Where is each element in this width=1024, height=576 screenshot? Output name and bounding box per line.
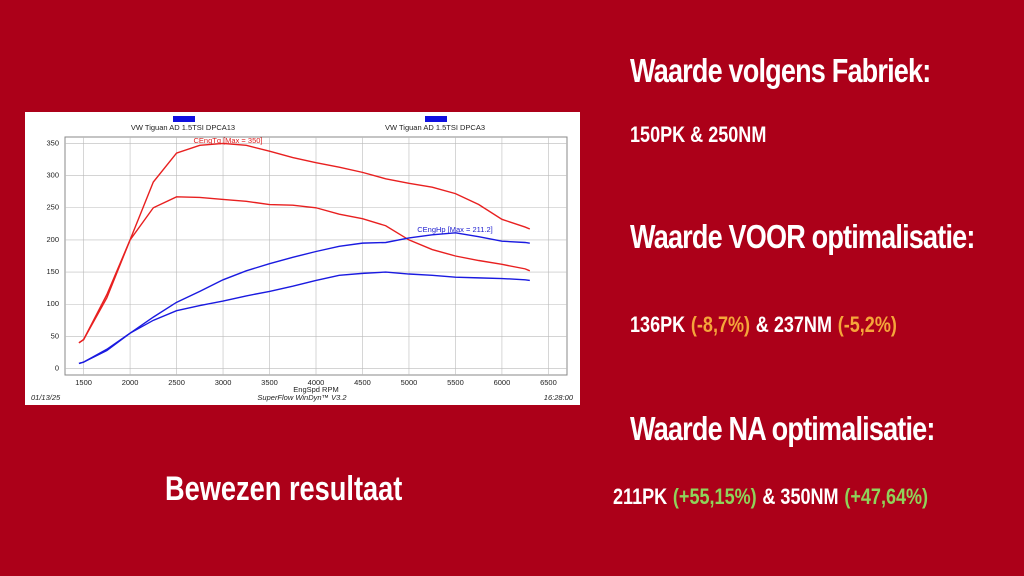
- value-part: (+47,64%): [844, 484, 929, 509]
- value-part: 136PK: [630, 312, 686, 337]
- series-line: [78, 271, 530, 365]
- y-tick-label: 300: [46, 171, 59, 180]
- y-tick-label: 350: [46, 138, 59, 147]
- series-line: [78, 142, 531, 344]
- value-line: 211PK (+55,15%) & 350NM (+47,64%): [613, 484, 934, 510]
- chart-box: 0 50 100 150 200 250 300 350 1500 2000 2500 3000 350…: [25, 112, 580, 405]
- y-tick-label: 200: [46, 235, 59, 244]
- heading: Waarde NA optimalisatie:: [630, 410, 935, 447]
- x-tick-label: 2500: [168, 378, 185, 387]
- caption: Bewezen resultaat: [165, 470, 403, 508]
- value-part: (+55,15%): [672, 484, 757, 509]
- legend-label: VW Tiguan AD 1.5TSI DPCA3: [385, 123, 485, 132]
- series-line: [78, 232, 530, 365]
- value-line: 150PK & 250NM: [630, 122, 772, 148]
- y-tick-label: 50: [51, 331, 59, 340]
- legend-marker: [173, 116, 195, 122]
- x-tick-label: 4500: [354, 378, 371, 387]
- y-tick-label: 250: [46, 203, 59, 212]
- annotation: CEngTq [Max = 350]: [194, 136, 263, 145]
- x-tick-label: 2000: [122, 378, 139, 387]
- y-tick-label: 0: [55, 364, 59, 373]
- value-part: & 237NM: [755, 312, 832, 337]
- legend-marker: [425, 116, 447, 122]
- x-tick-label: 6500: [540, 378, 557, 387]
- series-line: [78, 196, 531, 344]
- x-tick-label: 6000: [494, 378, 511, 387]
- x-tick-label: 5500: [447, 378, 464, 387]
- value-part: 150PK & 250NM: [630, 122, 767, 147]
- legend-label: VW Tiguan AD 1.5TSI DPCA13: [131, 123, 235, 132]
- value-part: & 350NM: [762, 484, 839, 509]
- footer-text: 01/13/25: [31, 393, 61, 402]
- value-line: 136PK (-8,7%) & 237NM (-5,2%): [630, 312, 903, 338]
- footer-text: 16:28:00: [544, 393, 574, 402]
- x-tick-label: 4000: [308, 378, 325, 387]
- x-tick-label: 5000: [401, 378, 418, 387]
- value-part: (-8,7%): [690, 312, 751, 337]
- footer-text: SuperFlow WinDyn™ V3.2: [257, 393, 347, 402]
- y-tick-label: 150: [46, 267, 59, 276]
- value-part: 211PK: [613, 484, 668, 509]
- annotation: CEngHp [Max = 211.2]: [417, 225, 493, 234]
- x-tick-label: 1500: [75, 378, 92, 387]
- x-tick-label: 3500: [261, 378, 278, 387]
- heading: Waarde volgens Fabriek:: [630, 52, 931, 89]
- x-tick-label: 3000: [215, 378, 232, 387]
- heading: Waarde VOOR optimalisatie:: [630, 218, 975, 255]
- value-part: (-5,2%): [837, 312, 897, 337]
- chart: 0 50 100 150 200 250 300 350 1500 2000 2500 3000 350…: [31, 116, 574, 402]
- x-axis-label: EngSpd RPM: [293, 385, 338, 394]
- y-tick-label: 100: [46, 299, 59, 308]
